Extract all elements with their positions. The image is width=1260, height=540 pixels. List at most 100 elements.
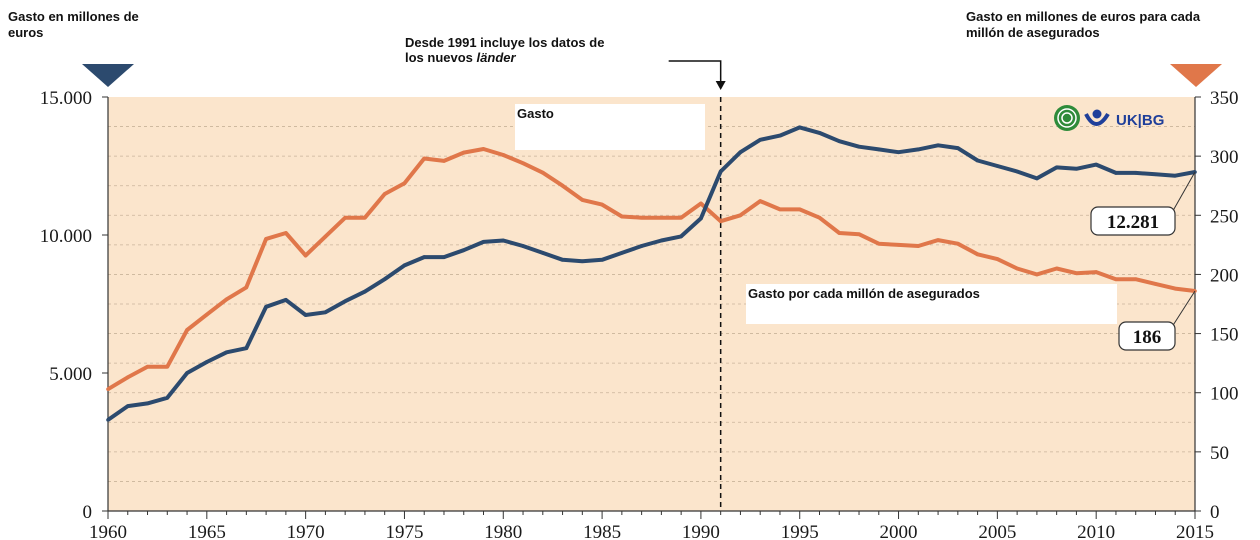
data-point-gasto: [580, 259, 585, 264]
data-point-gasto: [461, 248, 466, 252]
data-point-gasto: [224, 350, 229, 355]
data-point-gasto: [679, 234, 683, 239]
y-right-tick-label: 100: [1210, 384, 1239, 405]
data-point-gasto-por-asegurados: [956, 241, 960, 246]
data-point-gasto-por-asegurados: [303, 253, 308, 258]
callout-box-gasto: [1090, 206, 1176, 236]
data-point-gasto-por-asegurados: [363, 215, 367, 220]
x-tick-label: 1975: [385, 522, 423, 540]
data-point-gasto: [560, 258, 565, 262]
data-point-gasto: [936, 143, 940, 148]
data-point-gasto-por-asegurados: [817, 215, 822, 220]
ratio-label-box: [746, 284, 1117, 324]
data-point-gasto-por-asegurados: [1054, 266, 1059, 271]
data-point-gasto: [1133, 171, 1138, 175]
data-point-gasto: [1153, 172, 1158, 177]
data-point-gasto-por-asegurados: [1015, 266, 1019, 271]
data-point-gasto-por-asegurados: [758, 199, 762, 203]
divider-arrow-icon: [668, 60, 722, 83]
data-point-gasto: [145, 401, 150, 406]
data-point-gasto: [738, 150, 743, 154]
data-point-gasto: [718, 169, 723, 174]
data-point-gasto-por-asegurados: [876, 241, 881, 246]
y-right-tick-label: 150: [1210, 325, 1239, 346]
data-point-gasto-por-asegurados: [1094, 270, 1098, 274]
y-left-axis-ticks: 0 5.000 10.000 15.000: [40, 88, 108, 523]
series-line-gasto-por-asegurados: [106, 147, 1196, 391]
data-point-gasto-por-asegurados: [501, 153, 506, 157]
data-point-gasto: [778, 133, 782, 138]
data-point-gasto: [501, 238, 506, 243]
data-point-gasto-por-asegurados: [837, 231, 842, 235]
data-point-gasto: [185, 371, 189, 375]
data-point-gasto-por-asegurados: [620, 214, 624, 219]
data-point-gasto-por-asegurados: [106, 387, 110, 391]
data-point-gasto-por-asegurados: [679, 215, 683, 220]
data-point-gasto: [699, 216, 703, 221]
data-point-gasto: [244, 346, 249, 350]
data-point-gasto: [1074, 166, 1079, 171]
data-point-gasto: [1015, 169, 1019, 174]
person-arc-icon: [1084, 109, 1110, 126]
data-point-gasto-por-asegurados: [343, 215, 347, 220]
data-point-gasto: [600, 258, 604, 262]
data-point-gasto-por-asegurados: [600, 202, 604, 207]
y-left-tick-label: 0: [83, 502, 93, 523]
data-point-gasto-por-asegurados: [461, 150, 466, 155]
x-tick-label: 1990: [682, 522, 720, 540]
data-point-gasto-por-asegurados: [896, 243, 901, 247]
data-point-gasto-por-asegurados: [1133, 277, 1138, 281]
data-point-gasto: [343, 299, 347, 304]
data-point-gasto: [659, 238, 664, 243]
data-point-gasto-por-asegurados: [639, 215, 644, 220]
y-right-axis-label-line2: millón de asegurados: [966, 25, 1100, 40]
data-point-gasto-por-asegurados: [145, 364, 150, 369]
right-axis-marker-icon: [1170, 64, 1222, 87]
data-point-gasto: [837, 139, 842, 143]
y-right-axis-ticks: 0 50 100 150 200 250 300 350: [1195, 88, 1239, 523]
data-point-gasto: [422, 255, 427, 259]
callout-value-gasto: 12.281: [1107, 212, 1159, 233]
data-point-gasto: [165, 396, 170, 400]
data-point-gasto: [521, 244, 525, 248]
logo-text: UK|BG: [1116, 112, 1164, 129]
data-point-gasto-por-asegurados: [1114, 277, 1118, 281]
data-point-gasto-por-asegurados: [738, 213, 743, 218]
x-tick-label: 1985: [583, 522, 621, 540]
data-point-gasto-por-asegurados: [541, 170, 545, 175]
x-tick-label: 2010: [1077, 522, 1115, 540]
y-left-tick-label: 15.000: [40, 88, 92, 109]
y-right-tick-label: 200: [1210, 265, 1239, 286]
data-point-gasto-por-asegurados: [718, 219, 723, 223]
data-point-gasto-por-asegurados: [580, 198, 585, 202]
y-right-tick-label: 250: [1210, 206, 1239, 227]
x-tick-label: 2015: [1176, 522, 1214, 540]
data-point-gasto: [541, 251, 545, 255]
x-tick-label: 2000: [880, 522, 918, 540]
x-tick-label: 1960: [89, 522, 127, 540]
y-left-axis-label-line1: Gasto en millones de: [8, 9, 139, 24]
data-point-gasto: [363, 289, 367, 294]
data-point-gasto-por-asegurados: [165, 364, 170, 369]
data-point-gasto: [1035, 176, 1039, 181]
data-point-gasto: [817, 131, 822, 135]
ratio-label: Gasto por cada millón de asegurados: [748, 286, 980, 301]
ukbg-logo: UK|BG: [1054, 105, 1164, 131]
axes: [107, 97, 1196, 512]
data-point-gasto-por-asegurados: [521, 161, 525, 166]
data-point-gasto: [620, 251, 624, 255]
divider-arrowhead-icon: [715, 81, 726, 90]
callout-value-ratio: 186: [1133, 327, 1162, 348]
y-left-axis-label-line2: euros: [8, 25, 43, 40]
data-point-gasto: [797, 125, 802, 130]
data-point-gasto-por-asegurados: [323, 234, 328, 239]
left-axis-marker-icon: [82, 64, 134, 87]
data-point-gasto: [303, 313, 308, 317]
data-point-gasto-por-asegurados: [402, 181, 407, 186]
data-point-gasto: [995, 164, 1000, 168]
data-point-gasto-por-asegurados: [1173, 286, 1178, 291]
data-point-gasto-por-asegurados: [1153, 282, 1158, 286]
data-point-gasto: [956, 146, 960, 150]
series-line-gasto: [106, 125, 1196, 422]
